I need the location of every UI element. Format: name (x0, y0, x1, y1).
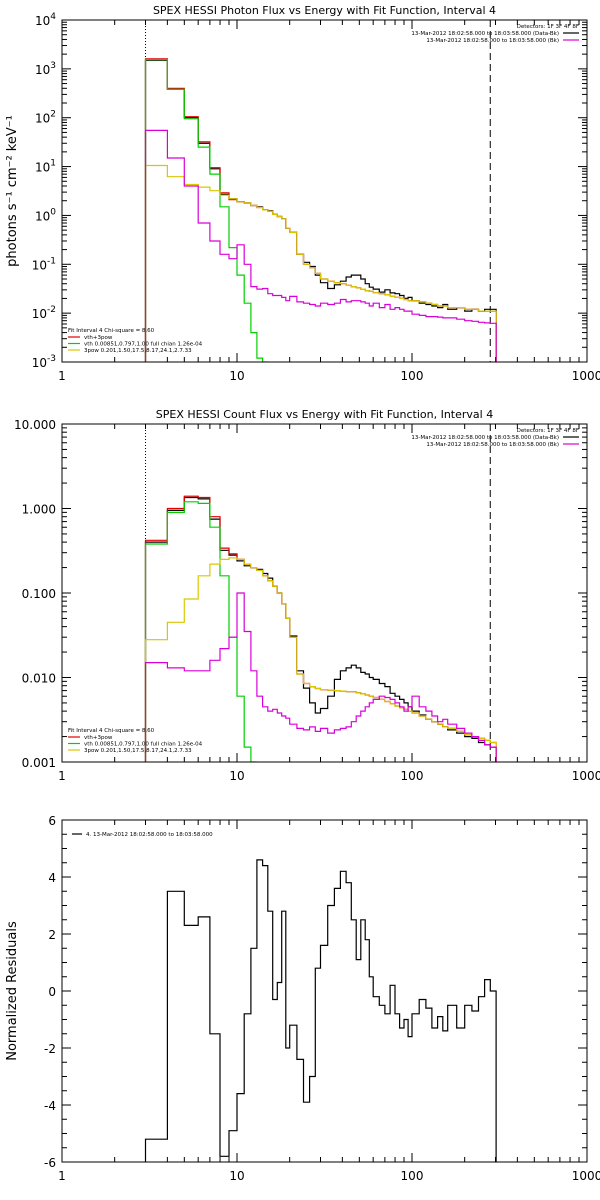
y-tick-label: 4 (48, 871, 56, 885)
x-tick-label: 100 (401, 369, 424, 383)
plot-frame (61, 19, 588, 363)
y-tick-label: 100 (35, 207, 56, 223)
x-tick-label: 1 (58, 769, 66, 783)
series-group (144, 859, 497, 1162)
time-interval-bk-label: 13-Mar-2012 18:02:58.000 to 18:03:58.000… (426, 442, 559, 448)
y-tick-label: 104 (35, 12, 56, 28)
detectors-label: Detectors: 1F 3F 4F 8F (517, 24, 579, 30)
legend-entry-label: 4. 13-Mar-2012 18:02:58.000 to 18:03:58.… (86, 832, 213, 838)
y-tick-label: 10-3 (32, 354, 56, 370)
plot-frame (61, 819, 588, 1163)
time-interval-data-label: 13-Mar-2012 18:02:58.000 to 18:03:58.000… (411, 31, 559, 37)
y-tick-label: 10.000 (14, 418, 56, 432)
y-tick-label: -2 (44, 1042, 56, 1056)
series-background (144, 129, 497, 362)
series-background (144, 592, 497, 762)
chart-panel-2: SPEX HESSI Count Flux vs Energy with Fit… (14, 408, 600, 783)
x-tick-label: 1 (58, 1169, 66, 1183)
y-axis-label: Normalized Residuals (5, 921, 20, 1061)
time-interval-bk-label: 13-Mar-2012 18:02:58.000 to 18:03:58.000… (426, 38, 559, 44)
x-tick-label: 1000 (572, 769, 600, 783)
y-tick-label: 0.001 (22, 756, 56, 770)
y-tick-label: 0.010 (22, 672, 56, 686)
x-tick-label: 10 (229, 369, 244, 383)
series-group (144, 58, 497, 362)
y-tick-label: 0.100 (22, 587, 56, 601)
x-tick-label: 100 (401, 769, 424, 783)
legend-entry-label: vth+3pow (84, 735, 113, 741)
y-tick-label: 6 (48, 814, 56, 828)
series-fit-total (144, 495, 497, 762)
chart-panel-3: 1 10 100 1000 -6 -4 -2 0 2 4 6 Normalized Residuals… (5, 814, 600, 1183)
series-nonthermal (144, 164, 497, 362)
detectors-label: Detectors: 1F 3F 4F 8F (517, 428, 579, 434)
chart-panel-1: SPEX HESSI Photon Flux vs Energy with Fi… (5, 4, 600, 383)
y-tick-label: 103 (35, 61, 56, 77)
y-tick-label: 2 (48, 928, 56, 942)
x-tick-label: 10 (229, 769, 244, 783)
series-thermal (144, 59, 269, 362)
legend-entry-label: vth+3pow (84, 335, 113, 341)
y-axis-label: photons s⁻¹ cm⁻² keV⁻¹ (5, 115, 20, 267)
x-tick-label: 10 (229, 1169, 244, 1183)
x-tick-label: 100 (401, 1169, 424, 1183)
legend-entry-label: vth 0.00851,0.797,1.00 full chian 1.26e-… (84, 742, 203, 748)
x-tick-label: 1 (58, 369, 66, 383)
chart-title: SPEX HESSI Photon Flux vs Energy with Fi… (153, 4, 496, 17)
legend-entry-label: vth 0.00851,0.797,1.00 full chian 1.26e-… (84, 342, 203, 348)
y-tick-label: 10-2 (32, 305, 56, 321)
y-tick-label: 1.000 (22, 503, 56, 517)
series-nonthermal (144, 557, 497, 762)
y-tick-label: 101 (35, 159, 56, 175)
series-thermal (144, 501, 257, 762)
y-tick-label: 10-1 (32, 256, 56, 272)
series-residuals (144, 859, 497, 1162)
x-tick-label: 1000 (572, 369, 600, 383)
y-tick-label: -6 (44, 1156, 56, 1170)
series-group (144, 495, 497, 762)
legend-title: Fit Interval 4 Chi-square = 8.60 (68, 728, 155, 734)
legend-title: Fit Interval 4 Chi-square = 8.60 (68, 328, 155, 334)
time-interval-data-label: 13-Mar-2012 18:02:58.000 to 18:03:58.000… (411, 435, 559, 441)
chart-title: SPEX HESSI Count Flux vs Energy with Fit… (156, 408, 493, 421)
plot-frame (61, 423, 588, 763)
series-data (144, 496, 497, 762)
legend-entry-label: 3pow 0.201,1.50,17.5,8.17,24.1,2.7.33 (84, 748, 192, 754)
x-tick-label: 1000 (572, 1169, 600, 1183)
y-tick-label: -4 (44, 1099, 56, 1113)
legend-entry-label: 3pow 0.201,1.50,17.5,8.17,24.1,2.7.33 (84, 348, 192, 354)
y-tick-label: 0 (48, 985, 56, 999)
y-tick-label: 102 (35, 110, 56, 126)
